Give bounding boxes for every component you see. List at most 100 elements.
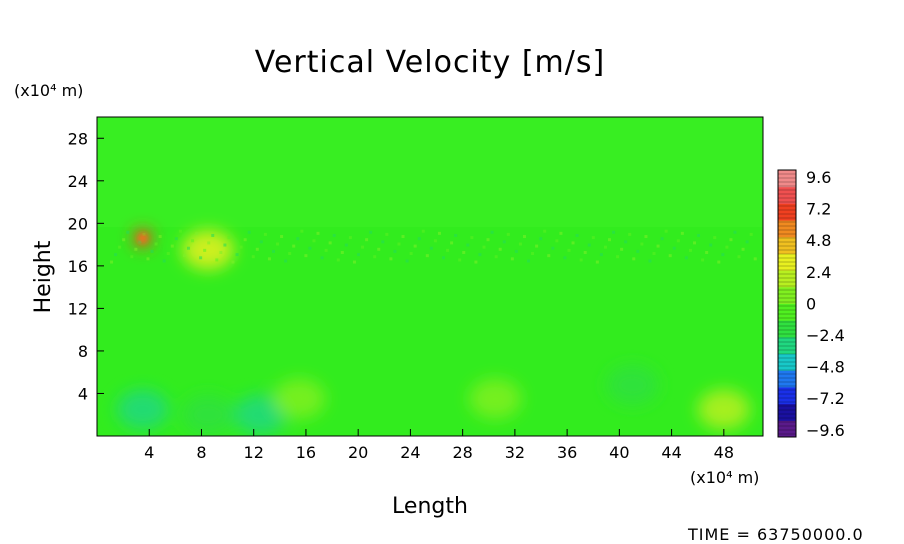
texture-cell — [340, 250, 344, 254]
x-tick-label: 12 — [244, 443, 264, 462]
texture-cell — [235, 253, 239, 257]
y-axis-unit: (x10⁴ m) — [14, 81, 83, 100]
field-feature-band — [182, 229, 234, 270]
texture-cell — [417, 237, 421, 241]
colorbar-label: 7.2 — [806, 200, 831, 219]
texture-cell — [357, 253, 361, 257]
texture-cell — [118, 245, 122, 249]
colorbar-label: 9.6 — [806, 168, 831, 187]
texture-cell — [486, 238, 490, 242]
texture-cell — [717, 260, 721, 264]
texture-cell — [324, 248, 328, 252]
texture-cell — [316, 231, 320, 235]
texture-cell — [450, 241, 454, 245]
texture-cell — [616, 255, 620, 259]
texture-cell — [393, 249, 397, 253]
texture-cell — [672, 246, 676, 250]
texture-cell — [292, 244, 296, 248]
x-tick-label: 44 — [661, 443, 681, 462]
x-tick-label: 32 — [505, 443, 525, 462]
colorbar-swatch — [778, 420, 796, 438]
x-axis-label: Length — [392, 494, 468, 519]
texture-cell — [425, 254, 429, 258]
colorbar-frame — [777, 169, 797, 438]
texture-cell — [640, 242, 644, 246]
texture-cell — [344, 243, 348, 247]
texture-cell — [348, 236, 352, 240]
texture-cell — [405, 259, 409, 263]
texture-cell — [563, 256, 567, 260]
colorbar-label: −2.4 — [806, 326, 845, 345]
texture-cell — [284, 259, 288, 263]
field-feature-downdraft — [234, 394, 287, 435]
texture-cell — [733, 230, 737, 234]
texture-cell — [442, 256, 446, 260]
field-feature-updraft — [469, 378, 522, 419]
texture-cell — [154, 242, 158, 246]
colorbar-swatch — [778, 403, 796, 421]
texture-cell — [713, 236, 717, 240]
texture-cell — [280, 235, 284, 239]
texture-cell — [215, 258, 219, 262]
field-feature-updraft — [697, 389, 750, 430]
texture-cell — [652, 252, 656, 256]
texture-cell — [725, 245, 729, 249]
x-tick-label: 8 — [196, 443, 206, 462]
texture-cell — [300, 229, 304, 233]
x-tick-label: 24 — [400, 443, 420, 462]
texture-cell — [547, 254, 551, 258]
texture-cell — [227, 236, 231, 240]
texture-cell — [745, 240, 749, 244]
texture-cell — [381, 240, 385, 244]
x-axis-unit: (x10⁴ m) — [690, 468, 759, 487]
texture-cell — [599, 253, 603, 257]
texture-cell — [437, 231, 441, 235]
texture-cell — [555, 239, 559, 243]
texture-cell — [551, 246, 555, 250]
texture-cell — [607, 238, 611, 242]
texture-cell — [583, 250, 587, 254]
texture-cell — [478, 253, 482, 257]
texture-cell — [567, 248, 571, 252]
texture-cell — [709, 243, 713, 247]
texture-cell — [664, 229, 668, 233]
texture-cell — [721, 253, 725, 257]
texture-cell — [312, 239, 316, 243]
y-tick-label: 28 — [68, 129, 88, 148]
texture-cell — [705, 250, 709, 254]
texture-cell — [522, 235, 526, 239]
texture-cell — [680, 231, 684, 235]
texture-cell — [271, 249, 275, 253]
texture-cell — [409, 252, 413, 256]
texture-cell — [397, 242, 401, 246]
colorbar-label: 2.4 — [806, 263, 831, 282]
texture-cell — [373, 255, 377, 259]
texture-cell — [446, 248, 450, 252]
texture-cell — [158, 235, 162, 239]
texture-cell — [122, 238, 126, 242]
texture-cell — [510, 257, 514, 261]
colorbar-swatch — [778, 203, 796, 221]
texture-cell — [251, 255, 255, 259]
field-feature-downdraft — [116, 389, 169, 430]
x-tick-label: 28 — [452, 443, 472, 462]
texture-cell — [421, 229, 425, 233]
texture-cell — [130, 255, 134, 259]
texture-cell — [263, 232, 267, 236]
time-stamp: TIME = 63750000.0 — [687, 525, 864, 544]
colorbar-swatch — [778, 186, 796, 204]
colorbar-label: 0 — [806, 294, 816, 313]
texture-cell — [660, 237, 664, 241]
plot-frame — [96, 116, 764, 437]
texture-cell — [110, 260, 114, 264]
texture-cell — [632, 257, 636, 261]
texture-cell — [454, 233, 458, 237]
texture-cell — [749, 232, 753, 236]
texture-cell — [701, 258, 705, 262]
colorbar-swatch — [778, 236, 796, 254]
texture-cell — [199, 256, 203, 260]
texture-cell — [178, 229, 182, 233]
y-tick-label: 4 — [78, 384, 88, 403]
texture-cell — [182, 254, 186, 258]
